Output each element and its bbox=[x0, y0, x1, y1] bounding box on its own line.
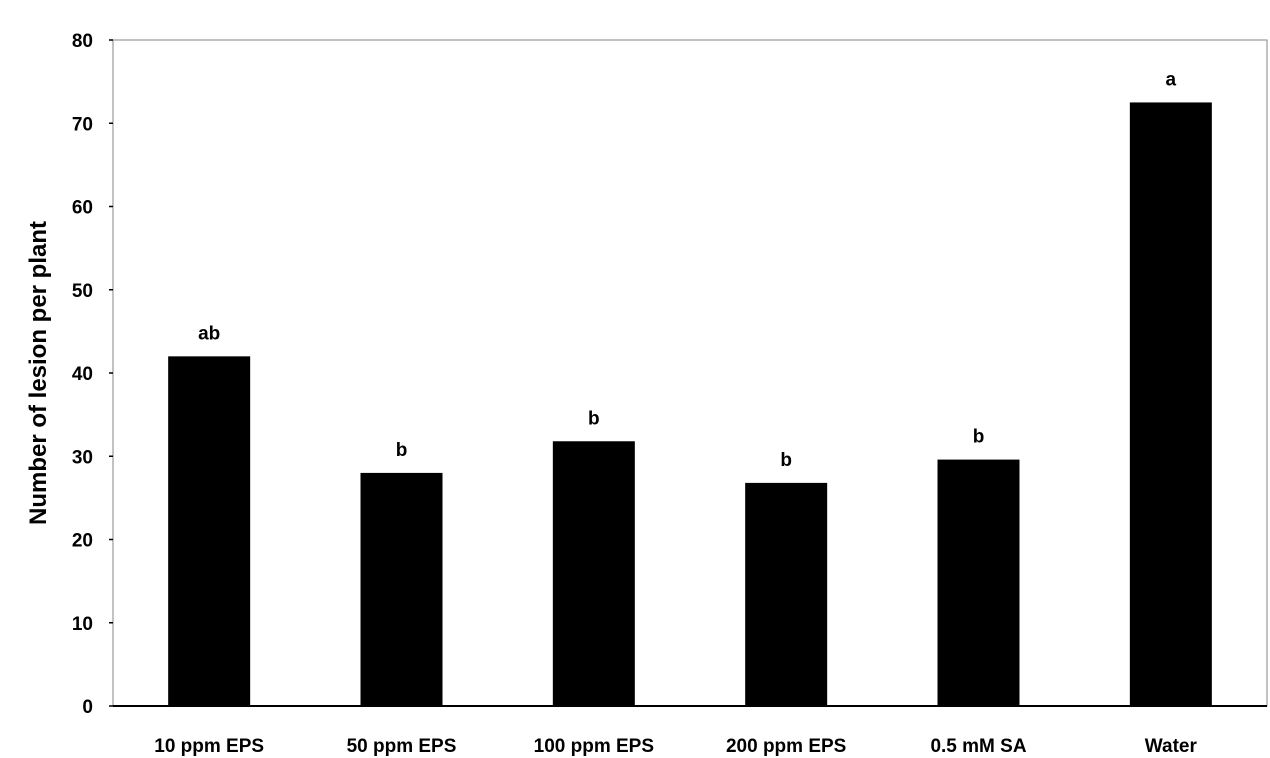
bar bbox=[745, 482, 828, 706]
bar-annotations: ab b b b b a bbox=[198, 69, 1176, 470]
x-tick-label: 200 ppm EPS bbox=[726, 736, 846, 757]
bar-annotation: a bbox=[1166, 69, 1177, 90]
bar-annotation: ab bbox=[198, 323, 220, 344]
x-axis: 10 ppm EPS 50 ppm EPS 100 ppm EPS 200 ppm E… bbox=[154, 736, 1197, 757]
y-axis-title: Number of lesion per plant bbox=[25, 221, 52, 525]
bar bbox=[937, 459, 1020, 706]
x-tick-label: 10 ppm EPS bbox=[154, 736, 264, 757]
bar-annotation: b bbox=[396, 440, 408, 461]
bar bbox=[168, 356, 251, 706]
x-tick-label: 100 ppm EPS bbox=[534, 736, 654, 757]
bar bbox=[360, 472, 443, 706]
y-axis: 0 10 20 30 40 50 60 70 80 bbox=[72, 31, 113, 718]
y-tick-label: 30 bbox=[72, 447, 93, 468]
y-tick-label: 10 bbox=[72, 614, 93, 635]
plot-frame bbox=[112, 39, 1268, 707]
y-tick-label: 80 bbox=[72, 31, 93, 52]
bar bbox=[1129, 102, 1212, 706]
bar-annotation: b bbox=[973, 427, 985, 448]
x-tick-label: 50 ppm EPS bbox=[347, 736, 457, 757]
y-tick-label: 40 bbox=[72, 364, 93, 385]
bars bbox=[168, 102, 1212, 706]
x-tick-label: Water bbox=[1145, 736, 1198, 757]
y-tick-label: 60 bbox=[72, 198, 93, 219]
bar-annotation: b bbox=[588, 408, 600, 429]
y-tick-label: 50 bbox=[72, 281, 93, 302]
y-tick-label: 20 bbox=[72, 531, 93, 552]
y-tick-label: 0 bbox=[82, 697, 93, 718]
x-tick-label: 0.5 mM SA bbox=[930, 736, 1026, 757]
bar-annotation: b bbox=[780, 450, 792, 471]
y-tick-label: 70 bbox=[72, 114, 93, 135]
bar bbox=[552, 441, 635, 706]
